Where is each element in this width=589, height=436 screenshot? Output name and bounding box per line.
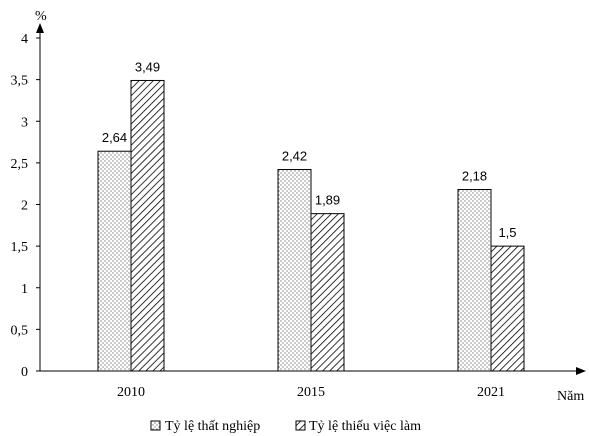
- data-label: 2,18: [462, 169, 487, 184]
- y-tick-label: 3,5: [11, 74, 29, 89]
- x-tick-label: 2021: [477, 385, 505, 400]
- data-label: 2,64: [102, 130, 127, 145]
- y-tick-label: 0,5: [11, 323, 29, 338]
- bar-unemployment-2010: [97, 150, 132, 372]
- legend: Tỷ lệ thất nghiệp Tỷ lệ thiếu việc làm: [150, 419, 421, 434]
- bar-underemployment-2015: [310, 213, 345, 372]
- y-axis-unit-label: %: [35, 9, 47, 24]
- y-tick-label: 3: [21, 115, 28, 130]
- x-axis-arrow: [576, 367, 586, 375]
- y-tick-label: 2: [21, 199, 28, 214]
- x-axis-ticks: 2010 2015 2021: [117, 385, 505, 400]
- legend-label-series-2: Tỷ lệ thiếu việc làm: [309, 419, 421, 434]
- x-axis-title: Năm: [557, 389, 584, 404]
- data-label: 2,42: [282, 149, 307, 164]
- y-axis-ticks: 0 0,5 1 1,5 2 2,5 3 3,5 4: [11, 32, 40, 380]
- legend-swatch-dots: [150, 420, 161, 431]
- data-label: 1,5: [498, 225, 516, 240]
- y-axis-arrow: [36, 23, 44, 33]
- legend-label-series-1: Tỷ lệ thất nghiệp: [165, 419, 260, 434]
- y-tick-label: 2,5: [11, 157, 29, 172]
- bar-underemployment-2021: [490, 245, 525, 372]
- y-tick-label: 1,5: [11, 240, 29, 255]
- y-tick-label: 0: [21, 365, 28, 380]
- data-label: 1,89: [315, 193, 340, 208]
- legend-swatch-hatch: [295, 420, 306, 431]
- x-tick-label: 2015: [297, 385, 325, 400]
- bar-unemployment-2015: [277, 169, 312, 372]
- y-tick-label: 1: [21, 282, 28, 297]
- bar-unemployment-2021: [457, 189, 492, 372]
- data-label: 3,49: [135, 59, 160, 74]
- bar-underemployment-2010: [130, 79, 165, 372]
- y-tick-label: 4: [21, 32, 28, 47]
- x-tick-label: 2010: [117, 385, 145, 400]
- bars-group: 2,64 3,49 2,42 1,89 2,18 1,5: [97, 59, 525, 372]
